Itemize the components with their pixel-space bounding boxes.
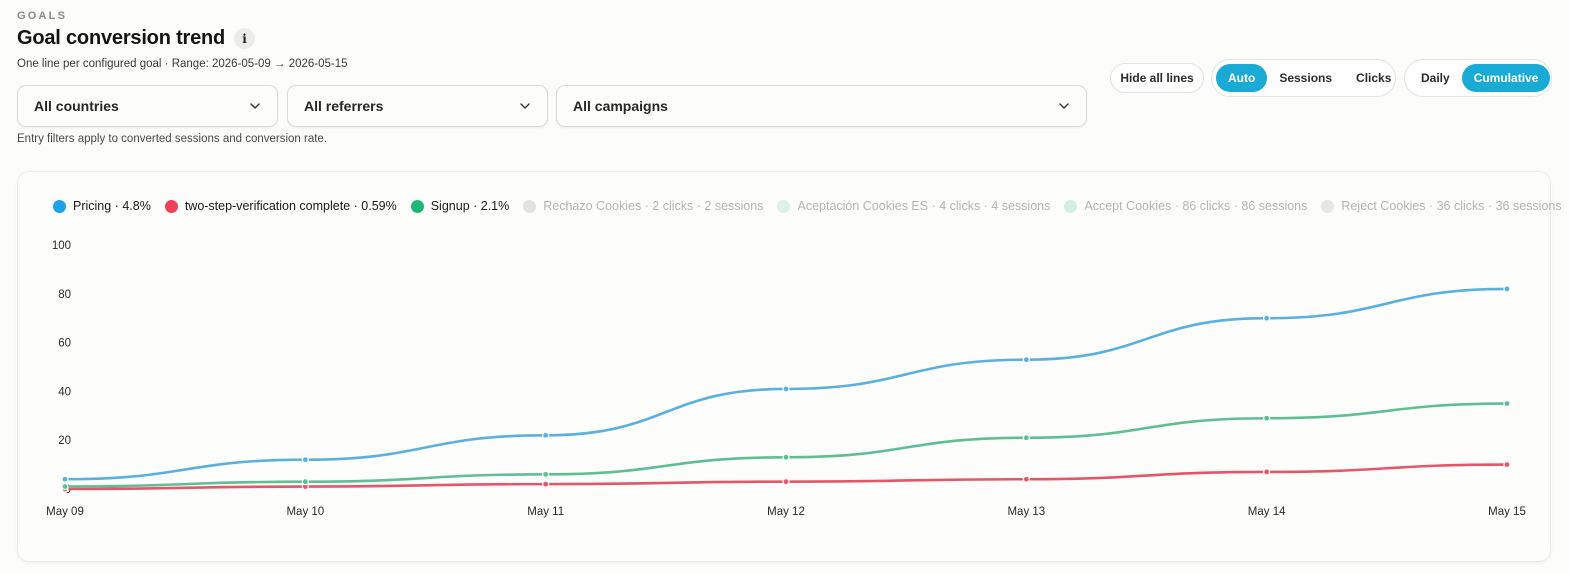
referrer-select[interactable]: All referrers bbox=[287, 85, 548, 127]
legend-label: Pricing · 4.8% bbox=[73, 199, 151, 213]
x-tick-label: May 14 bbox=[1248, 506, 1286, 518]
legend-label: Accept Cookies · 86 clicks · 86 sessions bbox=[1084, 199, 1308, 213]
data-point bbox=[782, 453, 790, 461]
series-line bbox=[63, 287, 1509, 481]
legend-item[interactable]: Pricing · 4.8% bbox=[53, 199, 151, 213]
campaign-select-value: All campaigns bbox=[573, 98, 668, 114]
data-point bbox=[1263, 468, 1271, 476]
legend-swatch bbox=[1321, 199, 1335, 213]
page-title: Goal conversion trend bbox=[17, 27, 226, 49]
chart-legend: Pricing · 4.8% two-step-verification comp… bbox=[53, 199, 1562, 213]
y-tick-label: 60 bbox=[58, 338, 71, 350]
data-point bbox=[1022, 356, 1030, 364]
data-point bbox=[301, 456, 309, 464]
info-icon[interactable]: i bbox=[234, 28, 256, 49]
chevron-down-icon bbox=[250, 103, 260, 109]
x-tick-label: May 09 bbox=[46, 506, 84, 518]
legend-label: Signup · 2.1% bbox=[430, 199, 510, 213]
legend-label: Aceptación Cookies ES · 4 clicks · 4 ses… bbox=[797, 199, 1051, 213]
legend-item[interactable]: Signup · 2.1% bbox=[410, 199, 510, 213]
y-tick-label: 80 bbox=[58, 289, 71, 301]
legend-item[interactable]: Accept Cookies · 86 clicks · 86 sessions bbox=[1064, 199, 1307, 213]
x-tick-label: May 13 bbox=[1007, 506, 1045, 518]
data-point bbox=[1263, 314, 1271, 322]
x-tick-label: May 15 bbox=[1488, 506, 1526, 518]
chart-card: Pricing · 4.8% two-step-verification comp… bbox=[17, 171, 1562, 562]
data-point bbox=[1022, 434, 1030, 442]
legend-swatch bbox=[164, 199, 178, 213]
granularity-daily-button[interactable]: Daily bbox=[1421, 71, 1450, 85]
series-line bbox=[63, 402, 1509, 488]
legend-item[interactable]: Aceptación Cookies ES · 4 clicks · 4 ses… bbox=[777, 199, 1050, 213]
data-point bbox=[1503, 461, 1511, 469]
metric-toggle: Auto Sessions Clicks bbox=[1211, 59, 1396, 97]
y-tick-label: 20 bbox=[58, 435, 71, 447]
legend-item[interactable]: Reject Cookies · 36 clicks · 36 sessions bbox=[1321, 199, 1562, 213]
legend-swatch bbox=[777, 199, 791, 213]
data-point bbox=[1022, 475, 1030, 483]
y-tick-label: 100 bbox=[52, 240, 71, 252]
legend-swatch bbox=[523, 199, 537, 213]
legend-swatch bbox=[1064, 199, 1078, 213]
legend-label: two-step-verification complete · 0.59% bbox=[184, 199, 397, 213]
title-row: Goal conversion trend i bbox=[17, 27, 256, 50]
data-point bbox=[61, 475, 69, 483]
section-kicker: GOALS bbox=[17, 10, 68, 22]
legend-swatch bbox=[53, 199, 66, 213]
data-point bbox=[1503, 400, 1511, 408]
data-point bbox=[782, 385, 790, 393]
chevron-down-icon bbox=[1059, 103, 1069, 109]
campaign-select[interactable]: All campaigns bbox=[556, 85, 1087, 127]
legend-item[interactable]: two-step-verification complete · 0.59% bbox=[164, 199, 397, 213]
legend-item[interactable]: Rechazo Cookies · 2 clicks · 2 sessions bbox=[523, 199, 763, 213]
range-subtitle: One line per configured goal · Range: 20… bbox=[17, 58, 348, 70]
data-point bbox=[301, 478, 309, 486]
hide-all-lines-button[interactable]: Hide all lines bbox=[1110, 63, 1204, 93]
chevron-down-icon bbox=[520, 103, 530, 109]
metric-clicks-button[interactable]: Clicks bbox=[1356, 71, 1392, 85]
metric-auto-button[interactable]: Auto bbox=[1216, 64, 1268, 92]
x-tick-label: May 11 bbox=[527, 506, 564, 518]
data-point bbox=[782, 478, 790, 486]
country-select[interactable]: All countries bbox=[17, 85, 278, 127]
data-point bbox=[542, 470, 550, 478]
filter-note: Entry filters apply to converted session… bbox=[17, 133, 328, 145]
legend-swatch bbox=[410, 199, 424, 213]
granularity-cumulative-button[interactable]: Cumulative bbox=[1461, 64, 1551, 92]
x-tick-label: May 10 bbox=[286, 506, 324, 518]
data-point bbox=[1263, 414, 1271, 422]
series-line bbox=[63, 463, 1509, 491]
y-tick-label: 40 bbox=[58, 386, 71, 398]
data-point bbox=[1503, 285, 1511, 293]
legend-label: Reject Cookies · 36 clicks · 36 sessions bbox=[1341, 199, 1562, 213]
data-point bbox=[542, 431, 550, 439]
granularity-toggle: Daily Cumulative bbox=[1404, 59, 1552, 97]
data-point bbox=[542, 480, 550, 488]
country-select-value: All countries bbox=[34, 98, 119, 114]
x-tick-label: May 12 bbox=[767, 506, 805, 518]
referrer-select-value: All referrers bbox=[304, 98, 384, 114]
data-point bbox=[61, 482, 69, 491]
legend-label: Rechazo Cookies · 2 clicks · 2 sessions bbox=[543, 199, 764, 213]
metric-sessions-button[interactable]: Sessions bbox=[1279, 71, 1333, 85]
